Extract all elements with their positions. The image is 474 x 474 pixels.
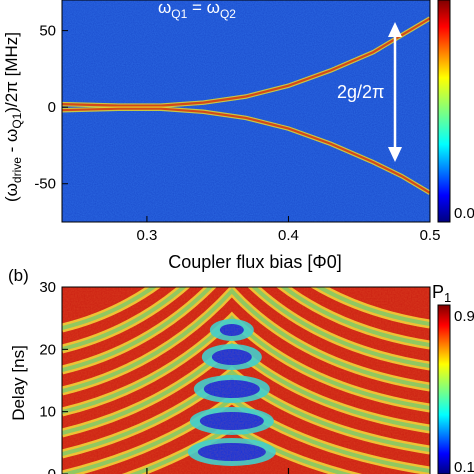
- panel-a-colorbar: [437, 0, 451, 223]
- panel-b-colorbar-max-label: 0.9: [454, 308, 474, 325]
- panel-a-top-annotation: ωQ1 = ωQ2: [158, 0, 236, 21]
- panel-a-traces: [62, 16, 430, 195]
- panel-b-time-domain: (b) 30 20 10 0 Delay [ns] P1 0.9 0.1: [8, 266, 474, 474]
- y-tick-label: 0: [48, 466, 56, 474]
- panel-b-heatmap-noise: [62, 287, 430, 474]
- panel-a-spectroscopy: 50 0 -50 0.3 0.4 0.5 ωQ1 = ωQ2 2g/2π (ωdrive…: [2, 0, 474, 272]
- panel-a-colorbar-min-label: 0.0: [454, 205, 474, 222]
- x-tick-label: 0.4: [278, 227, 299, 244]
- panel-a-heatmap-noise: [62, 0, 430, 222]
- y-tick-label: 20: [39, 341, 56, 358]
- panel-b-label: (b): [8, 266, 29, 285]
- panel-b-colorbar-title: P1: [432, 282, 451, 305]
- series-1-line: [62, 17, 430, 107]
- panel-b-frame: [61, 286, 431, 474]
- x-tick-label: 0.3: [136, 227, 157, 244]
- y-tick-label: 30: [39, 279, 56, 296]
- y-tick-label: -50: [34, 176, 56, 193]
- y-tick-label: 50: [39, 23, 56, 40]
- y-tick-label: 10: [39, 404, 56, 421]
- panel-b-colorbar: [437, 304, 451, 474]
- panel-a-frame: [61, 0, 431, 223]
- x-tick-label: 0.5: [420, 227, 441, 244]
- panel-a-y-axis-label: (ωdrive - ωQ1)/2π [MHz]: [2, 32, 24, 202]
- panel-a-y-ticks: 50 0 -50: [34, 23, 68, 193]
- coupling-gap-arrow: [388, 22, 402, 162]
- panel-b-y-ticks: 30 20 10 0: [39, 279, 68, 474]
- panel-a-x-axis-label: Coupler flux bias [Φ0]: [168, 252, 341, 272]
- coupling-gap-label: 2g/2π: [337, 82, 384, 102]
- panel-b-colorbar-min-label: 0.1: [454, 459, 474, 474]
- series-2-line: [62, 107, 430, 194]
- y-tick-label: 0: [48, 99, 56, 116]
- panel-b-x-ticks: [146, 468, 290, 474]
- panel-b-y-axis-label: Delay [ns]: [9, 345, 28, 421]
- panel-a-x-ticks: 0.3 0.4 0.5: [136, 216, 440, 244]
